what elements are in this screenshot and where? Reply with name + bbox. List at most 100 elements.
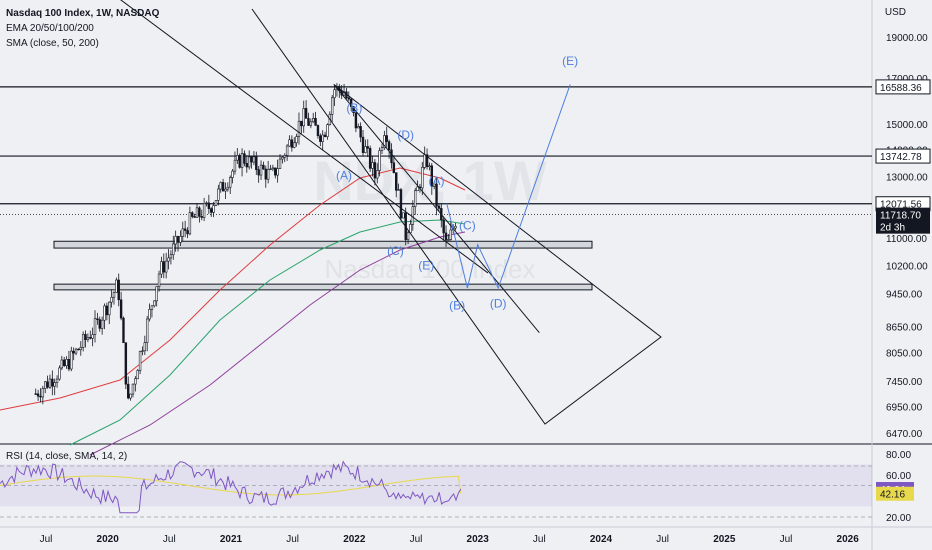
candle-body	[247, 156, 251, 168]
candle-body	[361, 136, 365, 153]
candle-body	[77, 348, 80, 351]
sma-200-line	[89, 231, 466, 456]
candle-body	[103, 305, 106, 321]
candle-body	[110, 296, 113, 303]
candle-body	[217, 188, 220, 201]
candle-body	[219, 182, 222, 190]
candle-body	[330, 97, 334, 115]
candle-body	[238, 155, 241, 168]
chart-title: Nasdaq 100 Index, 1W, NASDAQ	[6, 8, 160, 19]
time-tick-label: 2024	[590, 534, 613, 545]
candle-body	[432, 183, 436, 187]
wedge-projection[interactable]	[251, 8, 662, 425]
ema-indicator-label[interactable]: EMA 20/50/100/200	[6, 23, 94, 34]
candle-body	[416, 186, 419, 192]
candle-body	[399, 189, 403, 219]
candle-body	[390, 149, 393, 164]
trendline[interactable]	[87, 0, 489, 274]
candle-body	[454, 226, 457, 229]
price-tick-label: 6950.00	[886, 403, 923, 414]
last-price-label: 11718.70	[880, 211, 921, 222]
candle-body	[428, 165, 431, 168]
projected-wave-path[interactable]	[446, 84, 571, 290]
candle-body	[300, 120, 303, 127]
candle-body	[285, 145, 289, 156]
candle-body	[264, 168, 267, 180]
rsi-sma-value-badge	[876, 486, 914, 501]
candle-body	[174, 236, 177, 245]
candle-body	[138, 351, 142, 371]
ema-200-line	[69, 219, 466, 446]
candle-body	[105, 305, 109, 316]
candle-body	[179, 236, 182, 243]
candle-body	[250, 156, 253, 163]
candle-body	[304, 108, 308, 119]
trendline[interactable]	[333, 84, 540, 334]
candle-body	[314, 118, 317, 126]
candle-body	[214, 200, 218, 206]
candle-body	[269, 168, 272, 170]
candle-body	[297, 120, 301, 137]
candle-body	[117, 279, 120, 301]
candle-body	[72, 350, 75, 354]
rsi-sma-value-label: 42.16	[880, 490, 905, 501]
candle-body	[376, 170, 379, 179]
support-zone[interactable]	[53, 240, 593, 249]
elliott-wave-label: (C)	[387, 244, 404, 258]
candle-body	[210, 208, 213, 213]
last-price-badge	[876, 207, 930, 234]
candle-body	[44, 381, 47, 389]
time-tick-label: Jul	[656, 534, 669, 545]
candle-body	[119, 299, 123, 319]
candle-body	[413, 190, 417, 207]
candle-body	[53, 382, 56, 387]
candle-body	[447, 239, 450, 241]
elliott-wave-label: (C)	[459, 219, 476, 233]
candle-body	[347, 97, 350, 100]
price-tick-label: 19000.00	[886, 33, 928, 44]
candle-body	[437, 205, 441, 209]
elliott-wave-label: (D)	[490, 297, 507, 311]
candle-body	[62, 359, 66, 366]
candle-body	[276, 168, 279, 176]
candle-body	[257, 169, 260, 176]
candle-body	[148, 309, 151, 320]
candle-body	[153, 300, 156, 307]
candle-body	[98, 319, 101, 329]
candle-body	[316, 125, 320, 137]
candle-body	[371, 162, 374, 169]
candle-body	[122, 317, 125, 343]
time-tick-label: Jul	[533, 534, 546, 545]
candle-body	[383, 135, 386, 148]
candle-body	[136, 370, 139, 380]
rsi-indicator-label[interactable]: RSI (14, close, SMA, 14, 2)	[6, 451, 128, 462]
currency-label: USD	[884, 7, 906, 18]
candle-body	[444, 232, 448, 241]
candle-body	[397, 189, 400, 191]
time-tick-label: Jul	[163, 534, 176, 545]
candle-body	[319, 135, 322, 142]
candle-body	[354, 112, 358, 129]
candle-body	[58, 367, 61, 380]
candle-body	[48, 378, 52, 388]
candle-body	[255, 156, 258, 170]
time-tick-label: Jul	[410, 534, 423, 545]
price-tick-label: 8050.00	[886, 349, 923, 360]
candle-body	[100, 319, 104, 329]
price-tick-label: 8650.00	[886, 322, 923, 333]
candle-body	[295, 136, 298, 144]
candle-body	[198, 207, 201, 217]
candle-body	[392, 162, 396, 173]
candle-body	[143, 342, 147, 352]
time-tick-label: 2020	[97, 534, 120, 545]
sma-indicator-label[interactable]: SMA (close, 50, 200)	[6, 38, 99, 49]
candle-body	[373, 162, 377, 179]
candle-body	[323, 134, 327, 137]
candle-body	[34, 393, 37, 395]
price-level-label: 12071.56	[880, 200, 922, 211]
candle-body	[359, 126, 362, 138]
price-tick-label: 9450.00	[886, 290, 923, 301]
support-zone[interactable]	[53, 283, 593, 291]
candle-body	[81, 334, 85, 348]
